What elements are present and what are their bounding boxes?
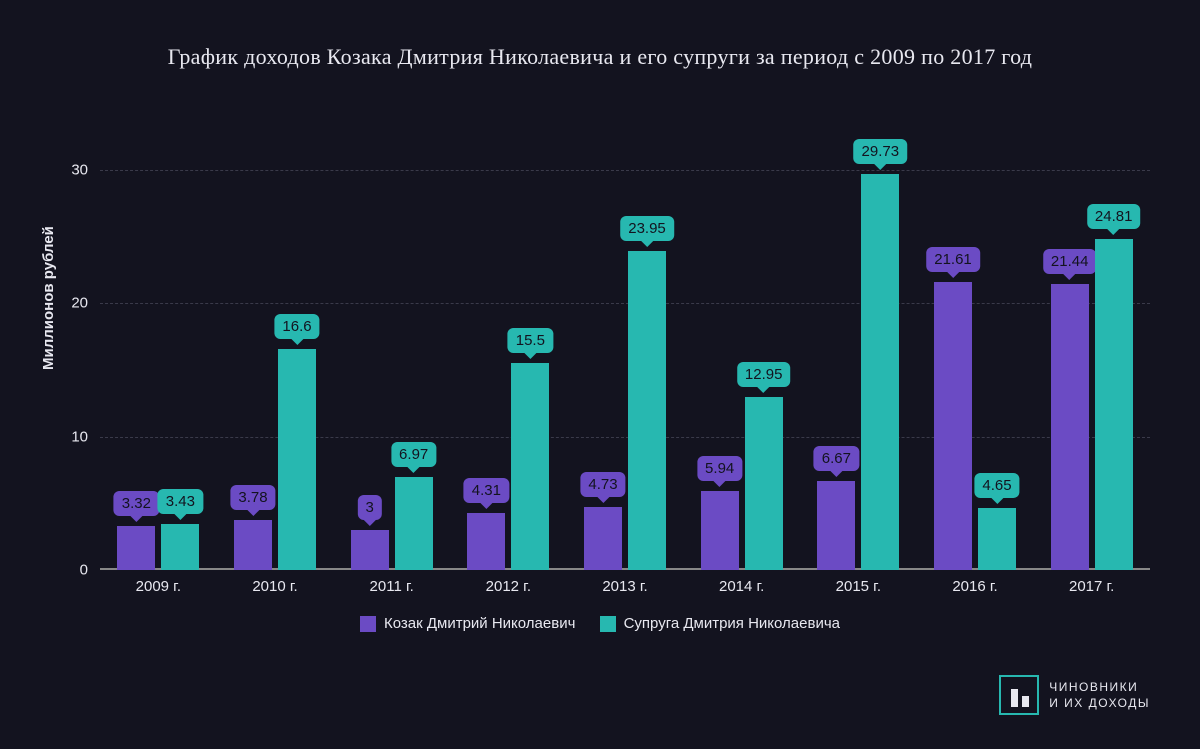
value-bubble-text: 4.31 — [472, 482, 501, 499]
bar — [467, 513, 505, 570]
value-bubble-text: 5.94 — [705, 460, 734, 477]
bar — [278, 349, 316, 570]
value-bubble-text: 4.65 — [982, 477, 1011, 494]
chart-title: График доходов Козака Дмитрия Николаевич… — [0, 0, 1200, 70]
value-bubble: 4.65 — [974, 473, 1019, 498]
bar — [1095, 239, 1133, 570]
value-bubble: 21.44 — [1043, 249, 1097, 274]
logo-line1: ЧИНОВНИКИ — [1049, 679, 1150, 695]
value-bubble: 4.31 — [464, 478, 509, 503]
x-tick-label: 2015 г. — [836, 578, 881, 595]
x-tick-label: 2009 г. — [136, 578, 181, 595]
value-bubble-text: 21.44 — [1051, 253, 1089, 270]
x-tick-label: 2014 г. — [719, 578, 764, 595]
legend-swatch — [360, 616, 376, 632]
bar — [161, 524, 199, 570]
value-bubble: 3.43 — [158, 489, 203, 514]
value-bubble-text: 3.43 — [166, 493, 195, 510]
value-bubble-text: 3 — [365, 499, 373, 516]
x-tick-label: 2012 г. — [486, 578, 531, 595]
footer-logo: ЧИНОВНИКИ И ИХ ДОХОДЫ — [999, 675, 1150, 715]
value-bubble-text: 21.61 — [934, 251, 972, 268]
legend-label: Супруга Дмитрия Николаевича — [624, 615, 840, 632]
value-bubble: 15.5 — [508, 328, 553, 353]
value-bubble: 3 — [357, 495, 381, 520]
bar — [395, 477, 433, 570]
value-bubble: 21.61 — [926, 247, 980, 272]
value-bubble: 23.95 — [620, 216, 674, 241]
y-tick-label: 0 — [80, 562, 88, 579]
logo-text: ЧИНОВНИКИ И ИХ ДОХОДЫ — [1049, 679, 1150, 711]
bar — [745, 397, 783, 570]
value-bubble-text: 23.95 — [628, 220, 666, 237]
value-bubble-text: 12.95 — [745, 366, 783, 383]
logo-bar — [1022, 696, 1029, 707]
value-bubble: 3.32 — [114, 491, 159, 516]
legend: Козак Дмитрий Николаевич Супруга Дмитрия… — [0, 615, 1200, 636]
chart-area: 0102030 3.323.433.7816.636.974.3115.54.7… — [100, 170, 1150, 570]
value-bubble: 6.97 — [391, 442, 436, 467]
x-tick-label: 2017 г. — [1069, 578, 1114, 595]
bars-container: 3.32 3.43 3.78 16.6 3 6.97 4.31 15.5 4.73 23.95 5.… — [100, 170, 1150, 570]
value-bubble: 16.6 — [274, 314, 319, 339]
value-bubble-text: 6.67 — [822, 450, 851, 467]
x-tick-label: 2011 г. — [370, 578, 414, 595]
bar — [1051, 284, 1089, 570]
bar — [628, 251, 666, 570]
bar — [861, 174, 899, 570]
value-bubble: 12.95 — [737, 362, 791, 387]
x-tick-label: 2016 г. — [952, 578, 997, 595]
logo-line2: И ИХ ДОХОДЫ — [1049, 695, 1150, 711]
value-bubble: 3.78 — [230, 485, 275, 510]
bar — [351, 530, 389, 570]
y-tick-label: 20 — [71, 295, 88, 312]
y-tick-label: 30 — [71, 162, 88, 179]
x-tick-label: 2013 г. — [602, 578, 647, 595]
bar — [584, 507, 622, 570]
value-bubble-text: 4.73 — [588, 476, 617, 493]
x-axis-labels: 2009 г. 2010 г. 2011 г. 2012 г. 2013 г. 2014 … — [100, 578, 1150, 608]
value-bubble: 6.67 — [814, 446, 859, 471]
value-bubble-text: 15.5 — [516, 332, 545, 349]
value-bubble: 4.73 — [580, 472, 625, 497]
y-tick-label: 10 — [71, 428, 88, 445]
logo-icon — [999, 675, 1039, 715]
legend-item-series-0: Козак Дмитрий Николаевич — [360, 615, 575, 632]
logo-bar — [1011, 689, 1018, 707]
bar — [978, 508, 1016, 570]
value-bubble-text: 3.32 — [122, 495, 151, 512]
value-bubble-text: 6.97 — [399, 446, 428, 463]
legend-item-series-1: Супруга Дмитрия Николаевича — [600, 615, 840, 632]
bar — [701, 491, 739, 570]
value-bubble: 5.94 — [697, 456, 742, 481]
value-bubble-text: 24.81 — [1095, 208, 1133, 225]
bar — [511, 363, 549, 570]
value-bubble: 24.81 — [1087, 204, 1141, 229]
bar — [817, 481, 855, 570]
y-axis-label: Миллионов рублей — [40, 226, 57, 370]
value-bubble-text: 16.6 — [282, 318, 311, 335]
bar — [117, 526, 155, 570]
legend-swatch — [600, 616, 616, 632]
x-tick-label: 2010 г. — [252, 578, 297, 595]
value-bubble: 29.73 — [854, 139, 908, 164]
bar — [934, 282, 972, 570]
value-bubble-text: 29.73 — [862, 143, 900, 160]
bar — [234, 520, 272, 570]
legend-label: Козак Дмитрий Николаевич — [384, 615, 575, 632]
value-bubble-text: 3.78 — [238, 489, 267, 506]
